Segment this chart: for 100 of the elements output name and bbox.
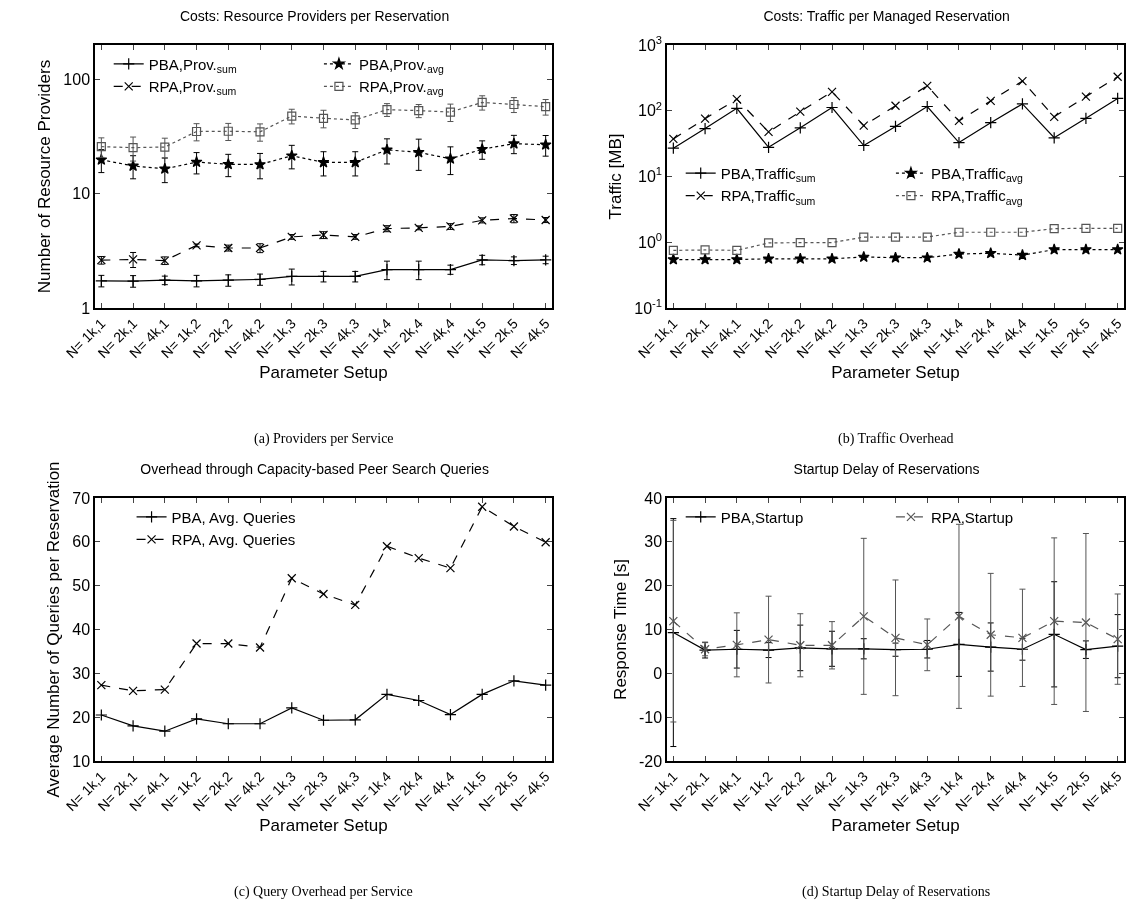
y-tick-label: 30: [644, 533, 663, 551]
point: [191, 126, 202, 137]
y-tick-label: 10$^{3}$: [638, 33, 663, 54]
point: [381, 143, 393, 155]
point: [509, 521, 519, 532]
point: [445, 107, 456, 117]
point: [509, 99, 519, 110]
point: [349, 713, 362, 726]
point: [1081, 617, 1091, 628]
y-tick-label: 40: [72, 621, 91, 639]
point: [318, 113, 329, 123]
point: [380, 263, 394, 276]
y-tick-label: 0: [653, 664, 663, 682]
point: [954, 116, 964, 126]
point: [954, 227, 964, 237]
point: [763, 238, 774, 248]
point: [700, 245, 710, 255]
y-tick-label: -20: [638, 752, 663, 770]
point: [890, 232, 901, 242]
point: [763, 127, 774, 137]
point: [859, 232, 869, 242]
point: [1081, 223, 1091, 233]
point: [507, 137, 520, 149]
point: [190, 155, 203, 168]
point: [986, 96, 996, 106]
point: [668, 134, 678, 144]
point: [190, 712, 203, 726]
point: [96, 142, 106, 152]
y-axis-title: Average Number of Queries per Reservation: [44, 461, 64, 798]
point: [857, 139, 870, 152]
point: [158, 724, 172, 738]
point: [128, 254, 138, 265]
legend-label: RPA,Traffic$_{sum}$: [720, 187, 816, 207]
point: [128, 143, 138, 153]
y-tick-label: 10$^{1}$: [638, 165, 663, 186]
point: [921, 251, 934, 263]
point: [921, 100, 934, 113]
point: [255, 642, 265, 653]
point: [382, 541, 392, 551]
point: [984, 247, 997, 259]
legend-label: RPA,Traffic$_{avg}$: [930, 187, 1023, 207]
point: [126, 719, 140, 733]
point: [1081, 92, 1091, 102]
point: [444, 152, 457, 164]
point: [922, 232, 932, 242]
point: [762, 252, 775, 264]
y-axis-title: Response Time [s]: [610, 559, 630, 700]
point: [1016, 97, 1029, 111]
point: [667, 253, 680, 265]
point: [287, 111, 297, 121]
legend-label: PBA, Avg. Queries: [171, 508, 296, 526]
point: [795, 107, 805, 117]
text: (b) Traffic Overhead: [838, 431, 954, 447]
point: [350, 115, 360, 125]
y-tick-label: 1: [81, 299, 91, 317]
legend-label: PBA,Startup: [720, 508, 804, 526]
point: [412, 146, 425, 158]
y-tick-label: 60: [72, 533, 91, 551]
y-tick-label: 10: [72, 752, 91, 770]
legend-label: PBA,Prov.$_{sum}$: [148, 55, 237, 75]
point: [1111, 243, 1124, 255]
y-tick-label: 40: [644, 489, 663, 507]
legend-label: PBA,Prov.$_{avg}$: [358, 55, 445, 75]
point: [254, 158, 266, 170]
point: [795, 238, 805, 248]
point: [255, 127, 265, 137]
point: [287, 573, 297, 583]
chart-title: Costs: Resource Providers per Reservation: [179, 8, 450, 25]
point: [730, 253, 743, 265]
point: [1079, 243, 1092, 255]
y-tick-label: 10: [644, 621, 663, 639]
point: [317, 156, 330, 168]
y-tick-label: 20: [644, 577, 663, 595]
y-tick-label: 70: [72, 489, 91, 507]
point: [158, 162, 171, 174]
point: [1113, 72, 1123, 82]
y-tick-label: 10: [72, 185, 91, 203]
point: [476, 143, 489, 155]
point: [698, 122, 712, 135]
point: [475, 688, 489, 701]
point: [1113, 634, 1123, 644]
point: [827, 238, 837, 248]
point: [859, 121, 869, 131]
legend-label: PBA,Traffic$_{avg}$: [930, 164, 1024, 185]
point: [285, 701, 298, 715]
y-tick-label: 50: [72, 577, 91, 595]
point: [223, 638, 233, 649]
chart-title: Startup Delay of Reservations: [793, 461, 980, 478]
x-axis-title: Parameter Setup: [259, 815, 388, 835]
point: [763, 634, 774, 645]
point: [827, 87, 837, 97]
point: [826, 252, 838, 264]
legend-label: RPA,Startup: [930, 508, 1014, 526]
point: [827, 640, 837, 650]
point: [349, 156, 362, 168]
point: [539, 138, 552, 150]
y-tick-label: 20: [72, 708, 91, 726]
point: [414, 553, 424, 563]
y-tick-label: 30: [72, 664, 91, 682]
point: [1047, 131, 1061, 144]
